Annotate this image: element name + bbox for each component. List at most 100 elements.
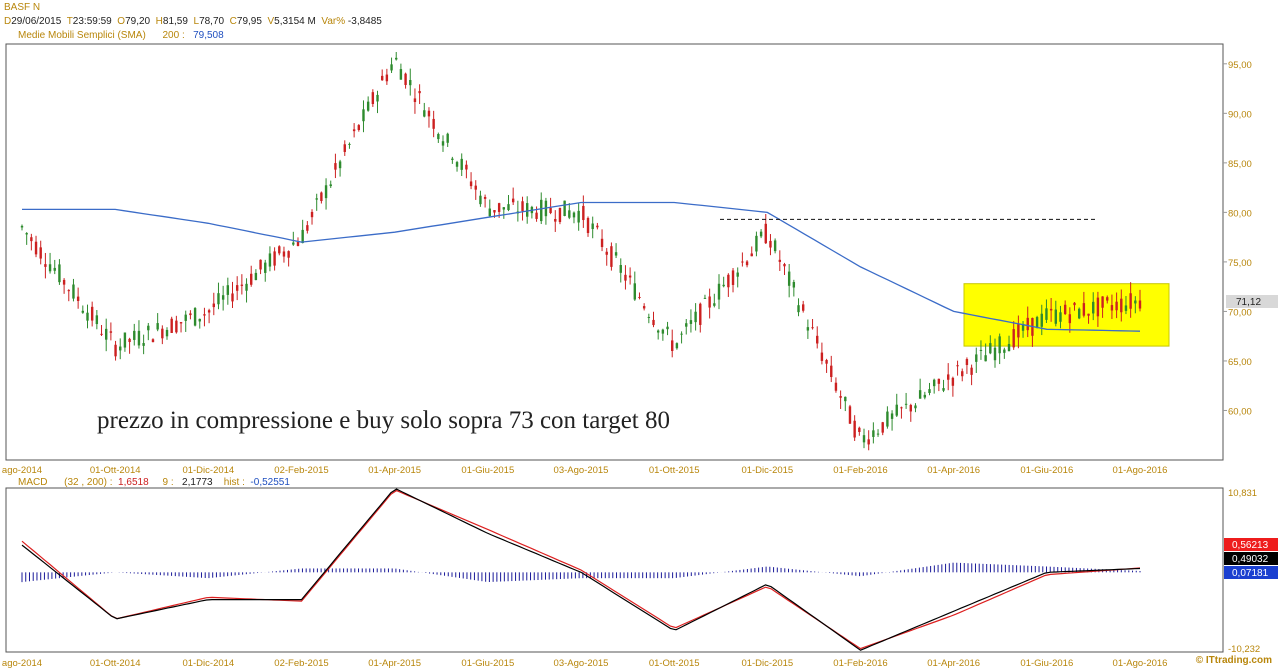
candle-body (105, 328, 108, 340)
candle-body (427, 110, 431, 117)
x-tick-label: 02-Feb-2015 (274, 465, 328, 476)
candle-body (1115, 301, 1118, 311)
candle-body (858, 427, 861, 432)
candle-body (1040, 313, 1043, 327)
candle-body (226, 285, 230, 295)
candle-body (395, 57, 398, 60)
time-key: T (66, 16, 73, 27)
candle-body (801, 304, 805, 311)
volume-key: V (267, 16, 275, 27)
candle-body (708, 296, 711, 308)
candle-body (540, 199, 543, 222)
date-key: D (4, 16, 12, 27)
candle-body (521, 201, 524, 212)
candle-body (409, 80, 412, 86)
candle-body (722, 284, 725, 287)
candle-body (984, 355, 987, 362)
signal-value-tag: 0,56213 (1232, 540, 1269, 551)
candle-body (1007, 343, 1011, 352)
candle-body (474, 185, 477, 190)
candle-body (282, 251, 286, 257)
high-value: 81,59 (162, 16, 188, 27)
candle-body (970, 367, 973, 375)
x-tick-label: 01-Ott-2015 (649, 465, 700, 476)
candle-body (128, 338, 131, 343)
x-tick-label: 01-Ott-2014 (90, 465, 141, 476)
candle-body (792, 282, 796, 288)
candle-body (123, 332, 127, 348)
var-value: -3,8485 (347, 16, 382, 27)
candle-body (886, 411, 889, 427)
candle-body (81, 310, 85, 313)
candle-body (67, 290, 70, 292)
candle-body (34, 241, 38, 255)
candle-body (418, 91, 421, 94)
macd-tick-label: -10,232 (1228, 644, 1260, 655)
x-tick-label: 01-Apr-2016 (927, 465, 980, 476)
candle-body (371, 92, 375, 105)
candle-body (825, 360, 828, 364)
x-tick-label: 01-Ago-2016 (1113, 658, 1168, 668)
candle-body (175, 320, 178, 333)
candle-body (479, 195, 482, 205)
price-tick-label: 60,00 (1228, 406, 1252, 417)
candle-body (614, 252, 618, 256)
candle-body (769, 240, 772, 248)
candle-body (1059, 312, 1062, 322)
macd-tick-label: 10,831 (1228, 488, 1257, 499)
candle-body (872, 430, 875, 437)
last-price-tag-bg (1226, 295, 1278, 308)
candle-body (764, 223, 767, 244)
candle-body (1021, 324, 1025, 331)
credit-text: © ITtrading.com (1195, 655, 1272, 666)
symbol-label: BASF N (4, 2, 41, 13)
candle-body (287, 251, 290, 258)
candle-body (895, 404, 898, 416)
candle-body (797, 305, 800, 313)
candle-body (867, 439, 870, 445)
candle-body (956, 365, 959, 367)
candle-body (133, 330, 136, 340)
candle-body (535, 212, 538, 219)
candle-body (268, 253, 272, 267)
candle-body (137, 330, 141, 346)
macd-label: MACD (18, 477, 48, 488)
candle-body (39, 247, 42, 259)
candle-body (563, 200, 566, 216)
candle-body (1092, 301, 1095, 314)
candle-body (717, 283, 721, 300)
candle-body (320, 192, 323, 202)
candle-body (212, 303, 215, 308)
open-value: 79,20 (125, 16, 151, 27)
candle-body (568, 210, 571, 218)
candle-body (413, 98, 417, 103)
var-key: Var% (321, 16, 346, 27)
candle-body (844, 396, 847, 402)
candle-body (142, 343, 145, 346)
candle-body (759, 231, 763, 237)
price-panel-frame (5, 43, 1224, 461)
candle-body (675, 343, 679, 349)
candle-body (497, 203, 501, 212)
candle-body (806, 327, 810, 331)
candle-body (30, 237, 33, 242)
candle-body (310, 211, 314, 218)
chart-header-row-1: BASF N (4, 2, 40, 13)
candle-body (324, 185, 328, 199)
hist-value: -0,52551 (250, 477, 290, 488)
date-value: 29/06/2015 (11, 16, 62, 27)
signal-line (21, 489, 1141, 650)
candle-body (642, 306, 646, 309)
candle-body (942, 388, 945, 391)
candle-body (1129, 293, 1132, 309)
candle-body (703, 297, 707, 299)
candle-body (329, 184, 332, 187)
candle-body (25, 233, 28, 235)
price-tick-label: 65,00 (1228, 357, 1252, 368)
x-tick-label: 01-Feb-2016 (833, 465, 887, 476)
candle-body (558, 207, 562, 222)
price-time-axis: ago-2014 01-Ott-2014 01-Dic-2014 02-Feb-201… (2, 465, 1168, 476)
candle-body (713, 303, 716, 306)
candle-body (1101, 296, 1104, 308)
